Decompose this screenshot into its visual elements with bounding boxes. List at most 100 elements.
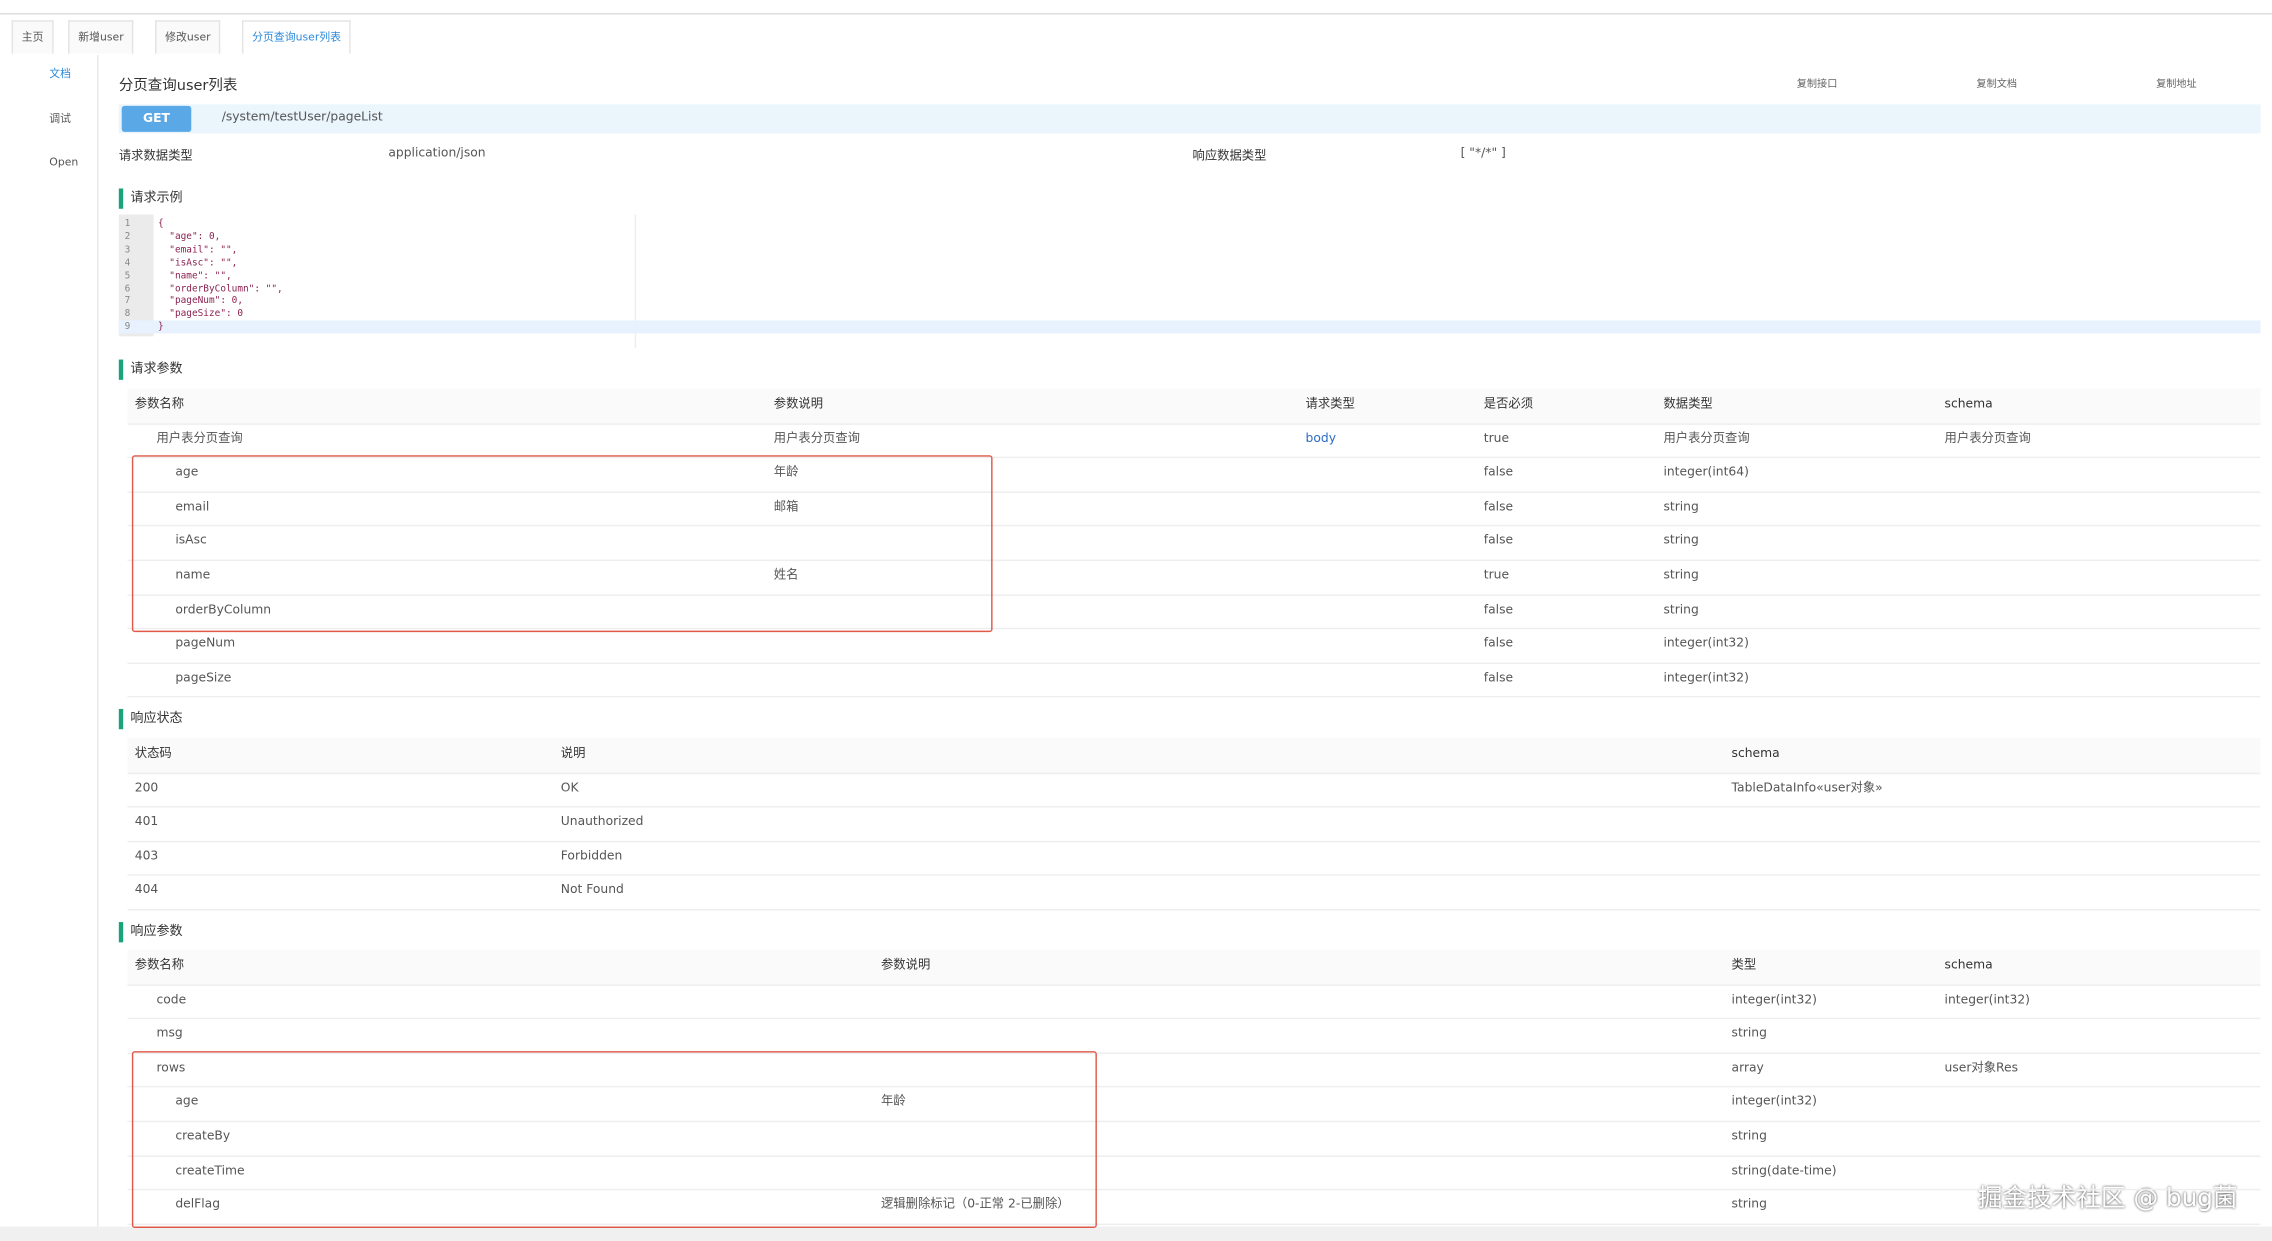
table-row: 200 OK TableDataInfo«user对象» [127,772,2261,808]
table-row: rows array user对象Res [127,1052,2261,1088]
cell: string [1663,602,1699,618]
column-header: 参数名称 [134,397,185,412]
table-row: 401 Unauthorized [127,806,2261,843]
action-link[interactable]: 复制接口 [1796,78,1838,90]
table-header: 参数名称 参数说明 类型 schema [127,949,2261,986]
cell: 404 [134,883,159,898]
table-row: delFlag 逻辑删除标记（0-正常 2-已删除） string [127,1189,2261,1225]
tab[interactable]: 分页查询user列表 [241,20,352,54]
cell: rows [156,1060,186,1076]
sidebar-item[interactable]: 文档 [49,66,72,80]
cell: isAsc [175,534,207,549]
column-header: 类型 [1731,958,1757,973]
cell: Not Found [560,883,624,898]
cell: 401 [134,815,159,830]
cell: array [1731,1060,1764,1076]
cell: orderByColumn [175,602,272,618]
footer [0,1226,2272,1241]
section-title: 请求示例 [118,188,183,209]
cell: age [175,465,199,481]
label: 请求数据类型 [118,149,193,164]
table-row: pageSize false integer(int32) [127,662,2261,698]
table-row: pageNum false integer(int32) [127,628,2261,664]
value: [ "*/*" ] [1460,146,1506,161]
action-link[interactable]: 复制地址 [2156,78,2197,90]
cell: integer(int32) [1731,1095,1818,1110]
line-number: 2 [124,230,131,242]
column-header: 参数说明 [880,958,931,973]
table-row: createBy string [127,1121,2261,1157]
value: application/json [388,146,486,161]
column-header: 请求类型 [1305,397,1355,412]
code-line: "orderByColumn": "", [157,281,283,294]
cell: delFlag [175,1197,221,1213]
tab[interactable]: 主页 [11,20,54,54]
cell: user对象Res [1944,1060,2019,1076]
cell: createTime [175,1163,245,1179]
code-line: "pageNum": 0, [157,294,244,307]
cell: true [1483,568,1510,583]
gutter [118,214,154,337]
table-row: createTime string(date-time) [127,1155,2261,1191]
line-number: 1 [124,217,131,230]
cell: false [1483,636,1514,652]
cell: integer(int32) [1731,992,1818,1008]
cell: 用户表分页查询 [1663,431,1750,446]
section-title: 响应参数 [118,922,183,943]
table-row: age 年龄 integer(int32) [127,1086,2261,1123]
line-number: 9 [124,320,131,333]
cell: OK [560,780,579,796]
cell: 姓名 [773,568,799,583]
cell: email [175,499,210,515]
cell: Forbidden [560,849,623,864]
section-title: 请求参数 [118,359,183,380]
action-link[interactable]: 复制文档 [1976,78,2018,90]
table-row: 403 Forbidden [127,841,2261,877]
api-title: 分页查询user列表 [118,78,238,95]
line-number: 4 [124,256,131,268]
cell: msg [156,1026,183,1042]
highlight-box [131,1050,1097,1228]
line-number: 7 [124,294,131,307]
table-row: 用户表分页查询 用户表分页查询 body true 用户表分页查询 用户表分页查询 [127,423,2261,459]
active-line [118,320,2261,334]
code-line: } [157,320,164,333]
cell: integer(int32) [1944,992,2031,1008]
line-number: 3 [124,243,131,255]
method-button[interactable]: GET [121,105,192,132]
cell: pageSize [175,670,232,686]
table-header: 参数名称 参数说明 请求类型 是否必须 数据类型 schema [127,388,2261,425]
table-row: name 姓名 true string [127,560,2261,596]
cell: pageNum [175,636,236,652]
sidebar-item[interactable]: 调试 [49,111,72,125]
cell: false [1483,602,1514,618]
table-row: 404 Not Found [127,875,2261,911]
cell: string [1731,1197,1767,1213]
cell: age [175,1095,199,1110]
column-header: 参数说明 [773,397,824,412]
line-number: 5 [124,269,131,281]
url-bar [118,104,2261,134]
table-row: msg string [127,1018,2261,1054]
cell: body [1305,431,1337,446]
code-line: "email": "", [157,243,238,255]
code-line: { [157,217,164,230]
tab[interactable]: 新增user [68,20,134,54]
cell: 逻辑删除标记（0-正常 2-已删除） [880,1197,1070,1213]
cell: Unauthorized [560,815,644,830]
table-row: isAsc false string [127,525,2261,562]
column-header: 数据类型 [1663,397,1713,412]
column-header: schema [1731,746,1780,762]
cell: true [1483,431,1510,446]
cell: string(date-time) [1731,1163,1837,1179]
cell: integer(int32) [1663,670,1749,686]
cell: integer(int64) [1663,465,1749,481]
cell: TableDataInfo«user对象» [1731,780,1883,796]
cell: false [1483,499,1514,515]
tab[interactable]: 修改user [155,20,221,54]
table-row: code integer(int32) integer(int32) [127,984,2261,1020]
sidebar-item[interactable]: Open [49,155,79,169]
column-header: schema [1944,397,1993,412]
cell: 200 [134,780,159,796]
